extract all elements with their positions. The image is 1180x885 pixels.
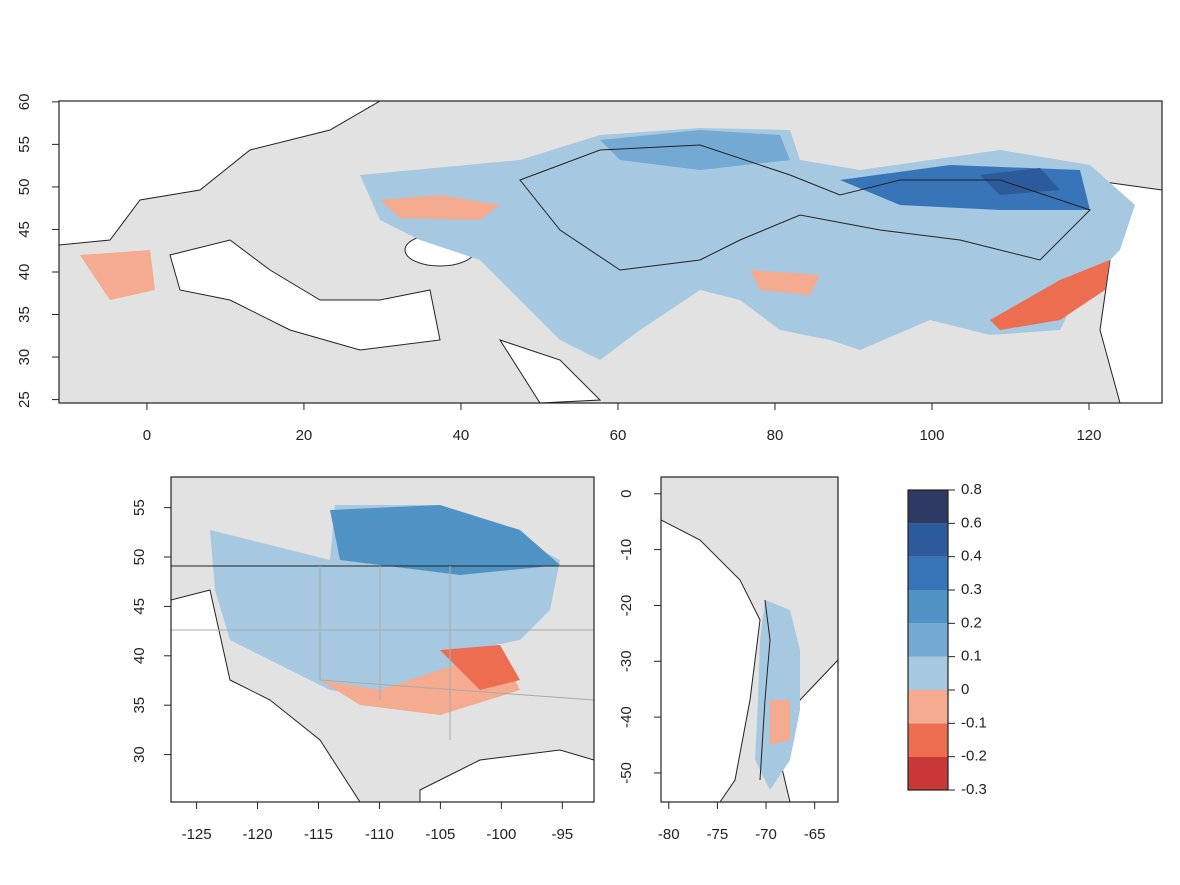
y-tick-label: -50: [618, 762, 635, 784]
color-bin: [908, 656, 948, 690]
sea: [171, 589, 361, 802]
blob: [755, 600, 800, 790]
y-tick-label: 50: [16, 179, 33, 196]
blob: [980, 168, 1060, 195]
x-tick-label: 60: [610, 427, 627, 444]
blob: [440, 645, 520, 690]
color-bin: [908, 523, 948, 557]
colorbar-frame: [907, 489, 949, 791]
y-tick-label: 40: [16, 264, 33, 281]
colorbar-label: 0.6: [961, 514, 982, 531]
y-tick-label: -20: [618, 595, 635, 617]
sea: [169, 239, 441, 351]
colorbar-label: -0.1: [961, 714, 987, 731]
blob: [750, 270, 820, 295]
x-tick-label: -65: [804, 826, 826, 843]
x-tick-label: -95: [551, 826, 573, 843]
y-tick-label: 45: [131, 598, 148, 615]
frame: [170, 476, 595, 803]
x-tick-label: 120: [1076, 427, 1101, 444]
y-tick-label: 40: [131, 647, 148, 664]
y-tick-label: 0: [618, 490, 635, 498]
colorbar-label: -0.3: [961, 781, 987, 798]
y-tick-label: -30: [618, 650, 635, 672]
color-bin: [908, 590, 948, 624]
x-tick-label: 100: [919, 427, 944, 444]
blob: [80, 250, 155, 300]
y-tick-label: 35: [131, 697, 148, 714]
colorbar-label: -0.2: [961, 748, 987, 765]
colorbar-label: 0.1: [961, 648, 982, 665]
x-tick-label: 0: [143, 427, 151, 444]
y-tick-label: 60: [16, 94, 33, 111]
sea: [498, 339, 602, 403]
colorbar-label: 0: [961, 681, 969, 698]
map-south-america: [661, 477, 838, 802]
y-tick-label: 55: [131, 499, 148, 516]
x-tick-label: -100: [486, 826, 516, 843]
color-bin: [908, 690, 948, 724]
color-bin: [908, 723, 948, 757]
x-tick-label: 80: [767, 427, 784, 444]
blob: [770, 700, 790, 745]
x-tick-label: -70: [755, 826, 777, 843]
color-bin: [908, 623, 948, 657]
y-tick-label: -10: [618, 539, 635, 561]
sea: [419, 749, 594, 802]
blob: [990, 260, 1110, 330]
color-bin: [908, 556, 948, 590]
sea: [661, 519, 761, 802]
y-tick-label: 25: [16, 391, 33, 408]
x-tick-label: -120: [243, 826, 273, 843]
blob: [330, 505, 560, 575]
y-tick-label: 35: [16, 306, 33, 323]
state-borders: [171, 566, 594, 740]
blob: [600, 130, 790, 170]
colorbar-label: 0.2: [961, 614, 982, 631]
color-bin: [908, 756, 948, 790]
colorbar-label: 0.3: [961, 581, 982, 598]
blob: [380, 195, 500, 220]
y-tick-label: 30: [131, 746, 148, 763]
frame: [660, 476, 839, 803]
y-tick-label: 45: [16, 221, 33, 238]
x-tick-label: -105: [425, 826, 455, 843]
border: [759, 599, 771, 781]
borders: [519, 144, 1091, 271]
colorbar-label: 0.4: [961, 548, 982, 565]
x-tick-label: -110: [365, 826, 394, 843]
y-tick-label: 55: [16, 136, 33, 153]
x-tick-label: -115: [304, 826, 333, 843]
x-tick-label: -125: [182, 826, 212, 843]
map-eurasia: [59, 101, 1162, 403]
y-tick-label: 30: [16, 349, 33, 366]
color-bin: [908, 490, 948, 524]
sea: [59, 101, 381, 246]
x-tick-label: 20: [296, 427, 313, 444]
map-north-america: [171, 477, 594, 802]
frame: [58, 100, 1163, 404]
x-tick-label: -75: [707, 826, 729, 843]
y-tick-label: -40: [618, 706, 635, 728]
colorbar-label: 0.8: [961, 481, 982, 498]
x-tick-label: -80: [658, 826, 680, 843]
x-tick-label: 40: [453, 427, 470, 444]
y-tick-label: 50: [131, 549, 148, 566]
